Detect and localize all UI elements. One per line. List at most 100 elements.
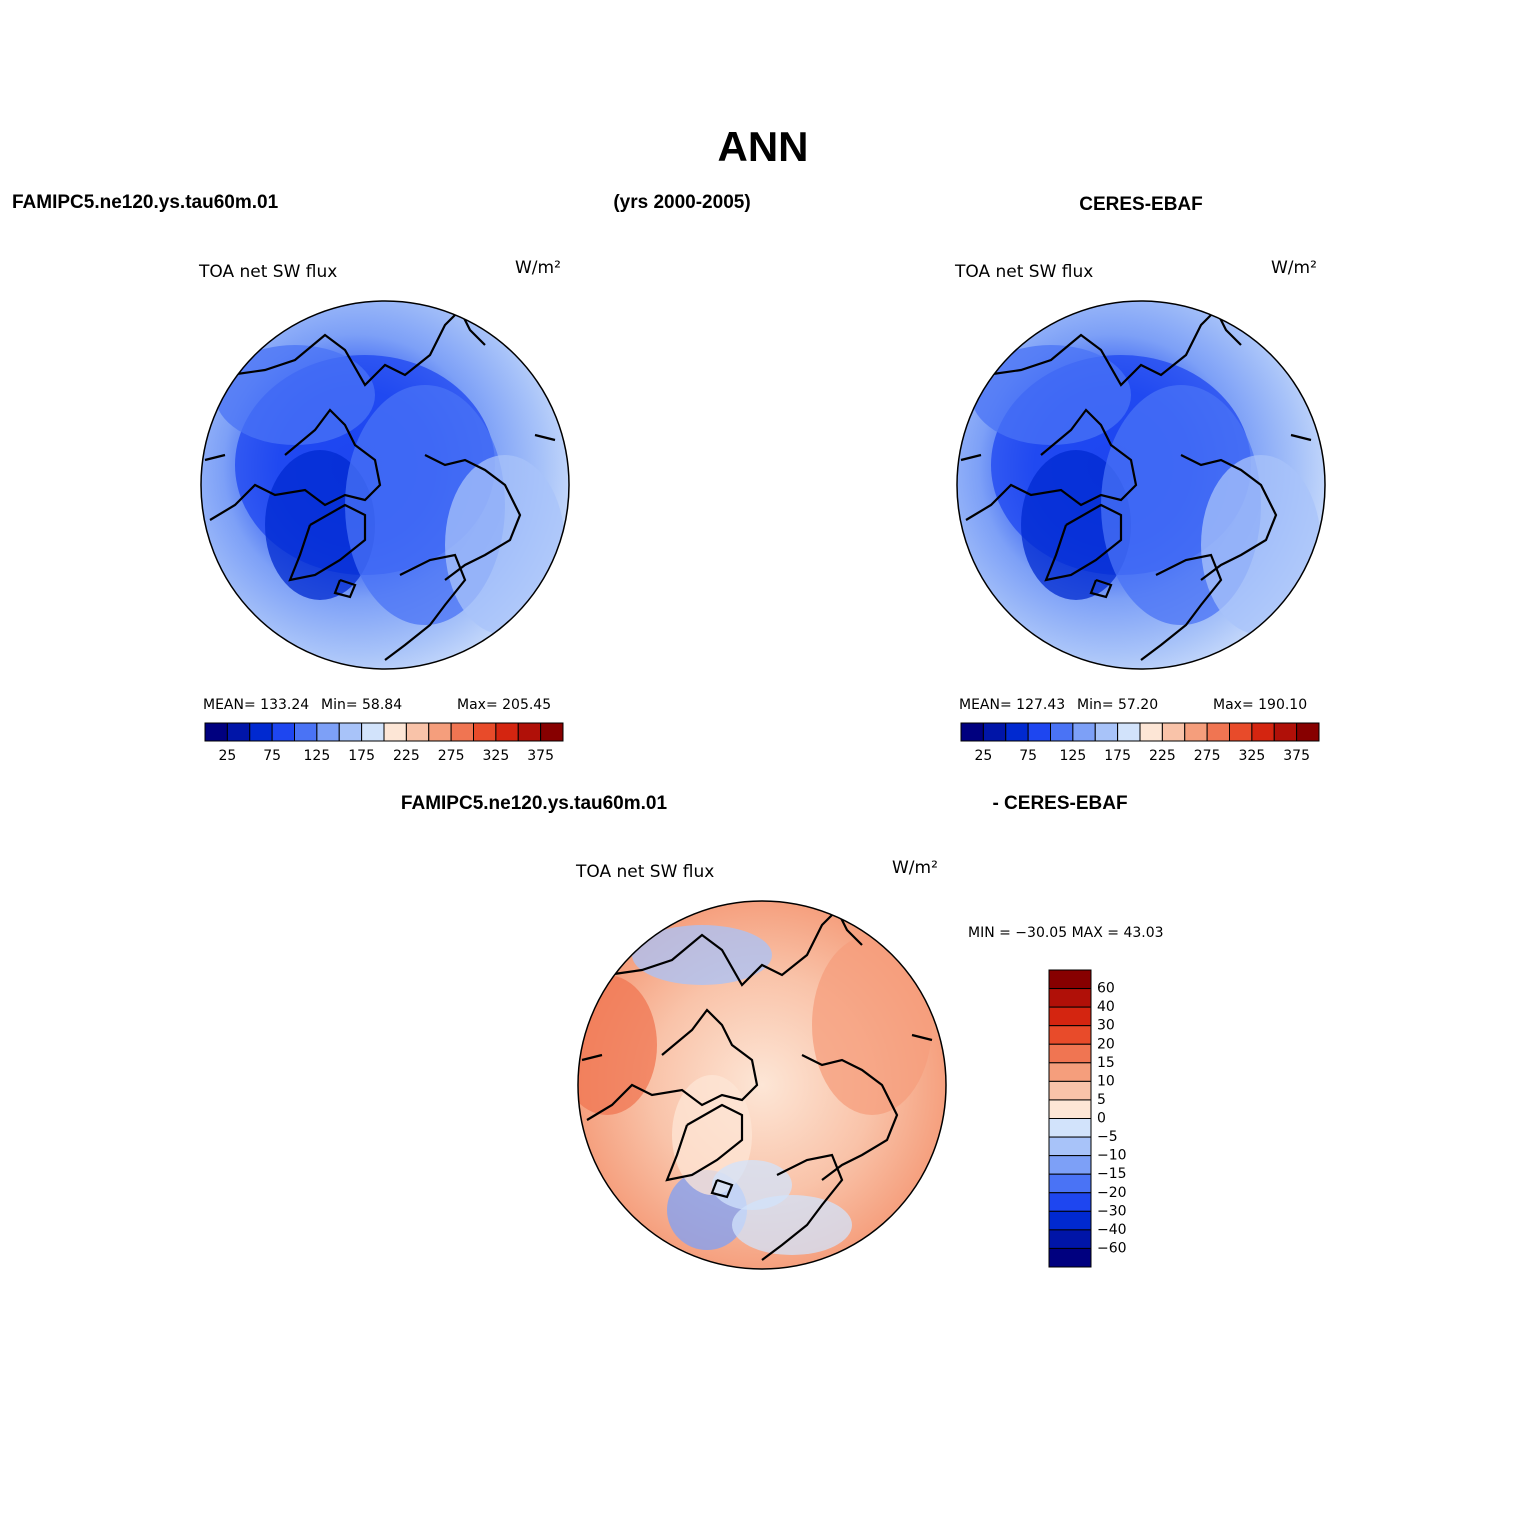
stat: Max= 205.45 [457,697,551,713]
units: W/m² [1271,258,1317,278]
colorbar-label: 175 [348,748,375,764]
coastline [288,503,367,582]
coastline [801,1054,899,1181]
colorbar-box [1048,1099,1092,1119]
coastline [1044,503,1123,582]
colorbar-box [249,722,273,742]
colorbar-label: 375 [1283,748,1310,764]
coastline [1180,454,1278,581]
colorbar-box [316,722,340,742]
colorbar-box [1048,1006,1092,1027]
colorbar-box [361,722,385,742]
map [201,301,569,669]
colorbar-label: −10 [1097,1148,1127,1164]
colorbar-label: 225 [393,748,420,764]
colorbar-box [1048,1062,1092,1082]
colorbar-box [1048,1118,1092,1138]
coastline [710,1178,734,1199]
field-blob [578,975,657,1115]
colorbar-box [1117,722,1141,742]
colorbar-box [1184,722,1208,742]
colorbar-box [450,722,474,742]
colorbar-label: 375 [527,748,554,764]
coastline [761,1153,844,1261]
field-blob [445,455,565,635]
units: W/m² [892,858,938,878]
colorbar-box [517,722,542,742]
map-border [956,300,1326,670]
coastline [911,1033,933,1042]
stat: MIN = −30.05 MAX = 43.03 [968,925,1164,941]
colorbar-label: −15 [1097,1166,1127,1182]
colorbar-box [1005,722,1029,742]
colorbar-box [1048,1155,1092,1175]
colorbar-box [1139,722,1163,742]
colorbar-box [1048,1173,1092,1194]
panel-label: TOA net SW flux [954,262,1093,282]
colorbar-label: 225 [1149,748,1176,764]
figure-title: ANN [718,123,809,170]
colorbar-box [405,722,430,742]
colorbar-label: 25 [974,748,992,764]
colorbar-label: 30 [1097,1018,1115,1034]
coastline [586,1008,759,1121]
map [578,901,946,1269]
colorbar-box [383,722,407,742]
coastline [1290,433,1312,442]
diff-header-left: FAMIPC5.ne120.ys.tau60m.01 [401,793,668,814]
diff-header-right: - CERES-EBAF [992,793,1127,814]
colorbar-label: −20 [1097,1185,1127,1201]
coastline [960,453,982,462]
colorbar-box [226,722,251,742]
colorbar-box [1048,1080,1092,1101]
coastline [333,578,357,599]
colorbar-label: 0 [1097,1111,1106,1127]
coastline [204,453,226,462]
map-border [200,300,570,670]
colorbar-box [982,722,1007,742]
colorbar-label: 275 [438,748,465,764]
colorbar-label: 125 [304,748,331,764]
colorbar-box [204,722,228,742]
stat: Max= 190.10 [1213,697,1307,713]
field-blob [632,925,772,985]
colorbar-label: 60 [1097,981,1115,997]
colorbar-box [1094,722,1119,742]
coastline [665,1103,744,1182]
header-left: FAMIPC5.ne120.ys.tau60m.01 [12,192,279,213]
coastline [1140,553,1223,661]
colorbar-label: 40 [1097,999,1115,1015]
field-blob [732,1195,852,1255]
field-blob [215,345,375,445]
map-panel: TOA net SW flux W/m² MEAN= 127.43 Min= 57.2… [954,258,1326,764]
stat: MEAN= 133.24 [203,697,309,713]
colorbar-box [1048,1229,1092,1249]
colorbar-box [960,722,984,742]
map-panel: TOA net SW flux W/m² MIN = −30.05 MAX = 43… [575,858,1164,1270]
colorbar-box [1048,1136,1092,1157]
colorbar-box [271,722,295,742]
coastline [1089,578,1113,599]
coastline [209,408,382,521]
colorbar-box [1273,722,1298,742]
coastline [534,433,556,442]
colorbar-box [1251,722,1275,742]
colorbar-box [1048,988,1092,1008]
coastline [424,454,522,581]
colorbar-box [1048,1192,1092,1212]
colorbar-label: 75 [263,748,281,764]
colorbar-box [495,722,519,742]
coastline [965,408,1138,521]
map [957,301,1325,669]
map-panel: TOA net SW flux W/m² MEAN= 133.24 Min= 58.8… [198,258,570,764]
colorbar-box [473,722,497,742]
header-right: CERES-EBAF [1079,194,1203,215]
coastline [581,1053,603,1062]
colorbar-box [540,722,564,742]
header-center: (yrs 2000-2005) [613,192,750,213]
colorbar-label: 275 [1194,748,1221,764]
colorbar-label: 175 [1104,748,1131,764]
stat: Min= 57.20 [1077,697,1158,713]
colorbar-label: 25 [218,748,236,764]
